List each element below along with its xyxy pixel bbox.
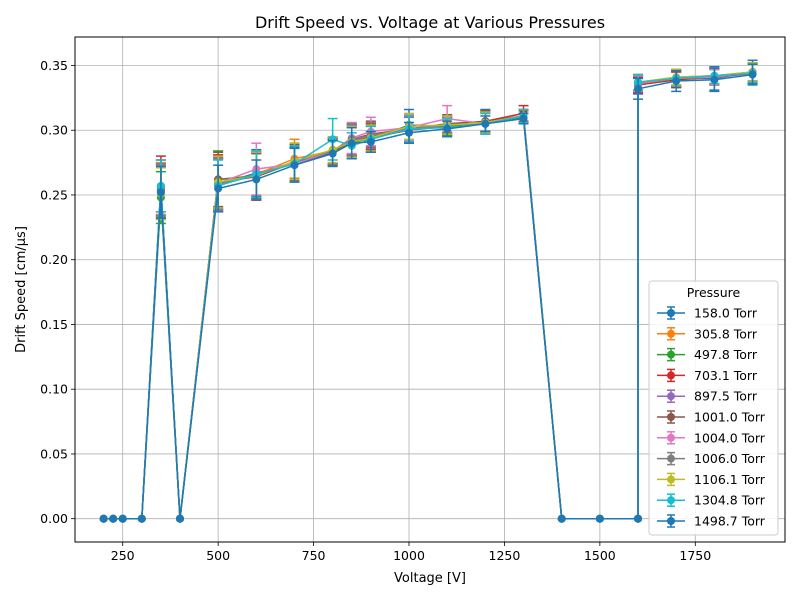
- legend: Pressure 158.0 Torr 305.8 Torr 497.8 Torr 70…: [648, 280, 779, 536]
- legend-entry: 703.1 Torr: [657, 368, 758, 383]
- x-tick-label: 1500: [584, 548, 616, 563]
- data-point: [137, 514, 146, 523]
- legend-entry: 1304.8 Torr: [657, 493, 766, 508]
- legend-marker: [667, 433, 675, 442]
- legend-marker: [667, 517, 675, 525]
- legend-marker: [667, 350, 675, 359]
- x-tick-label: 1250: [489, 548, 521, 563]
- data-point: [290, 161, 299, 170]
- legend-label: 158.0 Torr: [694, 306, 758, 321]
- legend-marker: [667, 454, 675, 463]
- legend-label: 703.1 Torr: [694, 368, 758, 383]
- x-tick-label: 1000: [393, 548, 425, 563]
- series-layer: [99, 59, 758, 523]
- legend-label: 1006.0 Torr: [694, 451, 766, 466]
- legend-marker: [667, 392, 675, 401]
- legend-label: 497.8 Torr: [694, 347, 758, 362]
- legend-entry: 1006.0 Torr: [657, 451, 766, 466]
- data-point: [634, 84, 643, 93]
- x-tick-label: 500: [206, 548, 230, 563]
- data-point: [156, 188, 165, 197]
- series-group: [99, 63, 758, 523]
- legend-label: 1498.7 Torr: [694, 514, 766, 529]
- data-point: [109, 514, 118, 523]
- data-point: [328, 149, 337, 158]
- legend-entry: 1001.0 Torr: [657, 410, 766, 425]
- legend-label: 1004.0 Torr: [694, 430, 766, 445]
- data-point: [252, 175, 261, 184]
- y-tick-label: 0.30: [40, 123, 68, 138]
- data-point: [481, 119, 490, 128]
- data-point: [519, 114, 528, 123]
- legend-label: 1106.1 Torr: [694, 472, 766, 487]
- legend-label: 1304.8 Torr: [694, 493, 766, 508]
- legend-marker: [667, 475, 675, 484]
- y-tick-label: 0.20: [40, 252, 68, 267]
- data-point: [557, 514, 566, 523]
- y-tick-label: 0.15: [40, 317, 68, 332]
- plot-frame: [74, 36, 786, 543]
- legend-entry: 497.8 Torr: [657, 347, 758, 362]
- data-point: [748, 70, 757, 79]
- data-point: [366, 137, 375, 146]
- chart-title: Drift Speed vs. Voltage at Various Press…: [255, 13, 605, 32]
- legend-marker: [667, 496, 675, 505]
- legend-entry: 1498.7 Torr: [657, 514, 766, 529]
- y-tick-label: 0.05: [40, 446, 68, 461]
- data-point: [443, 124, 452, 133]
- data-point: [672, 77, 681, 86]
- x-tick-label: 1750: [679, 548, 711, 563]
- legend-label: 1001.0 Torr: [694, 410, 766, 425]
- legend-entry: 158.0 Torr: [657, 306, 758, 321]
- x-tick-label: 250: [111, 548, 135, 563]
- legend-entry: 1106.1 Torr: [657, 472, 766, 487]
- legend-box: [648, 280, 779, 536]
- y-tick-label: 0.10: [40, 382, 68, 397]
- axis-ticks: 250 500 750 1000 1250 1500 1750 0.00 0.05 0.10 0.1…: [40, 58, 711, 563]
- legend-label: 305.8 Torr: [694, 326, 758, 341]
- data-point: [347, 139, 356, 148]
- legend-marker: [667, 309, 675, 317]
- data-point: [118, 514, 127, 523]
- y-axis-label: Drift Speed [cm/µs]: [14, 226, 29, 353]
- y-tick-label: 0.00: [40, 511, 68, 526]
- legend-marker: [667, 329, 675, 338]
- legend-marker: [667, 413, 675, 421]
- data-point: [405, 128, 414, 137]
- legend-entry: 305.8 Torr: [657, 326, 758, 341]
- legend-title: Pressure: [687, 285, 741, 300]
- data-point: [710, 75, 719, 84]
- legend-label: 897.5 Torr: [694, 389, 758, 404]
- x-axis-label: Voltage [V]: [394, 571, 466, 586]
- legend-entry: 1004.0 Torr: [657, 430, 766, 445]
- x-tick-label: 750: [302, 548, 326, 563]
- data-point: [175, 514, 184, 523]
- data-point: [595, 514, 604, 523]
- y-tick-label: 0.25: [40, 187, 68, 202]
- data-point: [99, 514, 108, 523]
- legend-marker: [667, 371, 675, 380]
- y-tick-label: 0.35: [40, 58, 68, 73]
- legend-entry: 897.5 Torr: [657, 389, 758, 404]
- data-point: [634, 514, 643, 523]
- data-point: [214, 184, 223, 193]
